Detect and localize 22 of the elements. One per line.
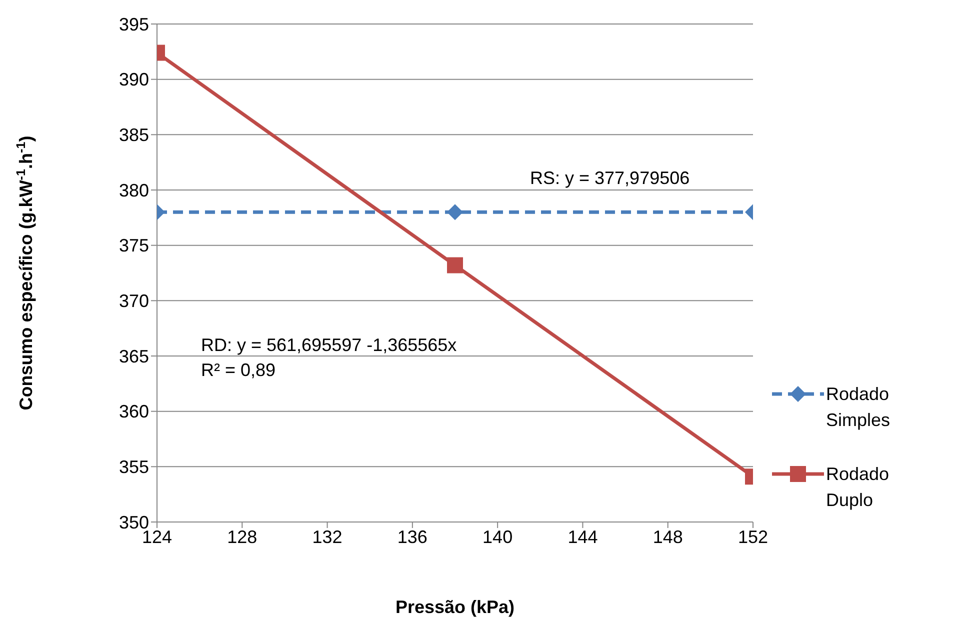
- x-tick-label: 152: [738, 526, 768, 547]
- y-tick-label: 380: [118, 180, 149, 200]
- y-tick-label: 395: [118, 14, 149, 34]
- y-tick-label: 385: [118, 125, 149, 146]
- x-axis-title: Pressão (kPa): [395, 596, 515, 617]
- y-tick-label: 390: [118, 70, 149, 90]
- annotation: RD: y = 561,695597 -1,365565x: [201, 335, 457, 356]
- y-tick-label: 355: [118, 457, 149, 478]
- y-tick-label: 360: [118, 402, 149, 422]
- x-tick-label: 128: [227, 526, 258, 547]
- y-tick-label: 375: [118, 236, 149, 256]
- annotation: R² = 0,89: [201, 360, 276, 381]
- y-tick-label: 365: [118, 346, 149, 366]
- legend-label: Rodado Simples: [826, 383, 892, 432]
- x-tick-label: 148: [652, 526, 683, 547]
- x-tick-label: 140: [482, 526, 513, 547]
- y-tick-label: 370: [118, 291, 149, 312]
- x-tick-label: 136: [397, 526, 428, 547]
- x-tick-label: 132: [312, 526, 342, 547]
- annotation: RS: y = 377,979506: [530, 168, 690, 189]
- x-tick-label: 144: [568, 526, 598, 547]
- legend-label: Rodado Duplo: [826, 463, 890, 512]
